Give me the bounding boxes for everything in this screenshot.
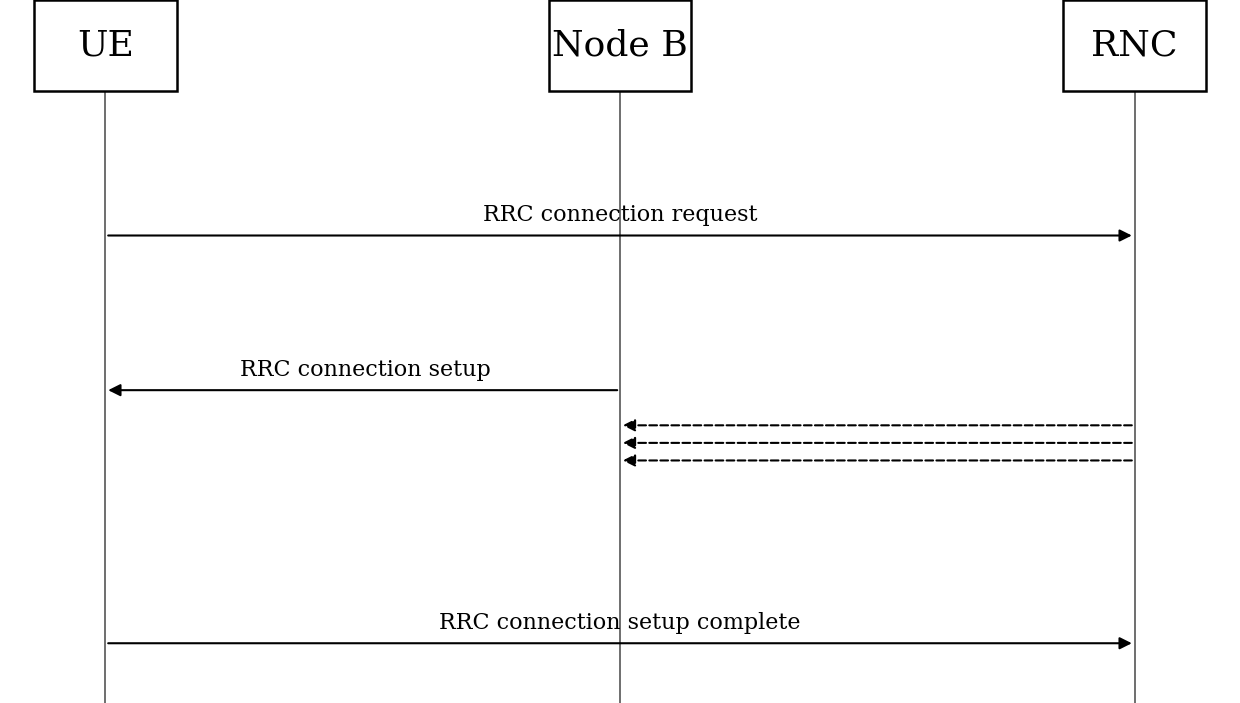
Text: RRC connection setup: RRC connection setup [241, 359, 491, 381]
Text: UE: UE [77, 29, 134, 63]
FancyBboxPatch shape [549, 0, 692, 91]
Text: RRC connection request: RRC connection request [482, 205, 758, 226]
FancyBboxPatch shape [35, 0, 177, 91]
Text: Node B: Node B [552, 29, 688, 63]
FancyBboxPatch shape [1063, 0, 1205, 91]
Text: RNC: RNC [1091, 29, 1178, 63]
Text: RRC connection setup complete: RRC connection setup complete [439, 612, 801, 634]
